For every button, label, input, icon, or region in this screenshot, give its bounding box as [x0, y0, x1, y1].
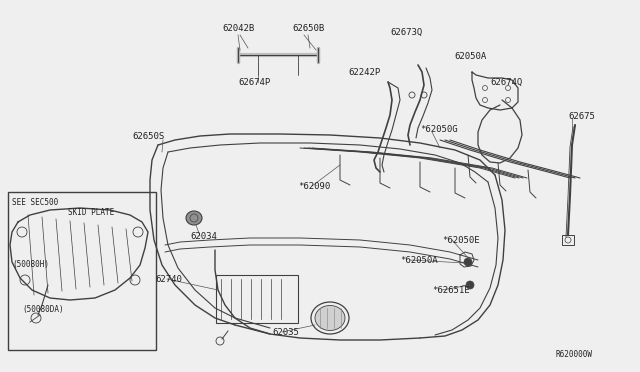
Text: 62675: 62675 — [568, 112, 595, 121]
Text: 62674P: 62674P — [238, 78, 270, 87]
Text: (50080DA): (50080DA) — [22, 305, 63, 314]
Text: R620000W: R620000W — [555, 350, 592, 359]
Text: SEE SEC500: SEE SEC500 — [12, 198, 58, 207]
Text: *62651E: *62651E — [432, 286, 470, 295]
Text: 62034: 62034 — [190, 232, 217, 241]
Text: *62050G: *62050G — [420, 125, 458, 134]
Text: *62050A: *62050A — [400, 256, 438, 265]
Circle shape — [466, 281, 474, 289]
Bar — [8, 192, 156, 350]
Text: SKID PLATE: SKID PLATE — [68, 208, 115, 217]
Text: 62035: 62035 — [272, 328, 299, 337]
Text: 62650B: 62650B — [292, 24, 324, 33]
Circle shape — [464, 258, 472, 266]
Bar — [562, 235, 574, 245]
Text: 62673Q: 62673Q — [390, 28, 422, 37]
Text: 62650S: 62650S — [132, 132, 164, 141]
Ellipse shape — [315, 305, 345, 330]
Text: 62674Q: 62674Q — [490, 78, 522, 87]
Text: *62050E: *62050E — [442, 236, 479, 245]
Ellipse shape — [186, 211, 202, 225]
Text: (50080H): (50080H) — [12, 260, 49, 269]
Bar — [216, 275, 298, 323]
Text: 62740: 62740 — [155, 275, 182, 284]
Text: *62090: *62090 — [298, 182, 330, 191]
Text: 62050A: 62050A — [454, 52, 486, 61]
Text: 62042B: 62042B — [222, 24, 254, 33]
Text: 62242P: 62242P — [348, 68, 380, 77]
